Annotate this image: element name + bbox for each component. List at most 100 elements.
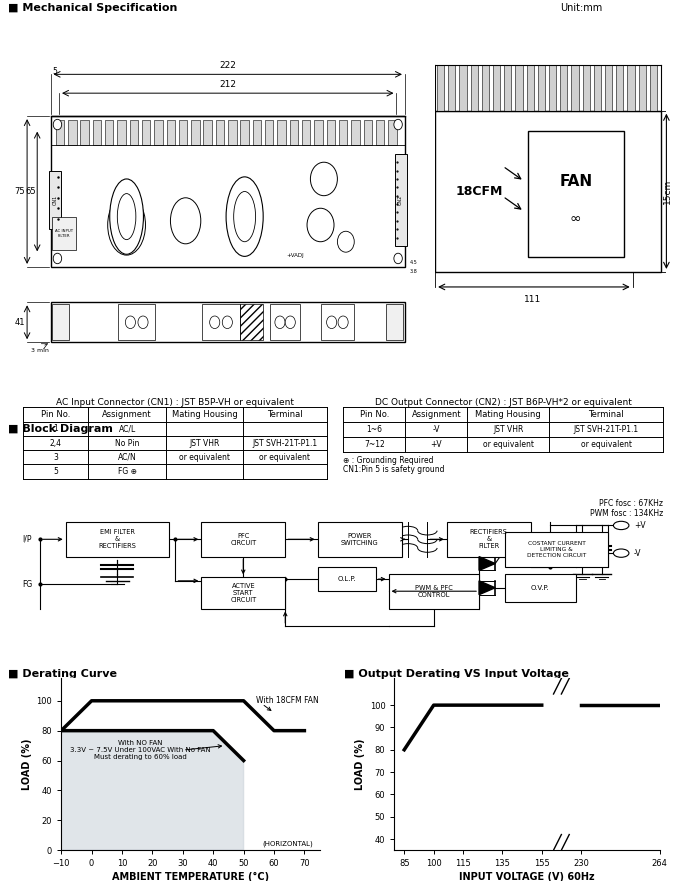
Text: ■ Output Derating VS Input Voltage: ■ Output Derating VS Input Voltage bbox=[344, 669, 569, 679]
Text: CN1:Pin 5 is safety ground: CN1:Pin 5 is safety ground bbox=[343, 465, 445, 474]
Bar bbox=[52, 305, 69, 340]
Bar bbox=[505, 532, 608, 567]
Bar bbox=[201, 577, 286, 609]
Bar bbox=[571, 65, 579, 111]
Bar bbox=[605, 65, 612, 111]
Text: 15cm: 15cm bbox=[663, 179, 672, 204]
Circle shape bbox=[53, 253, 62, 263]
Bar bbox=[482, 65, 489, 111]
Text: 111: 111 bbox=[524, 294, 542, 304]
Bar bbox=[515, 65, 522, 111]
Text: 5: 5 bbox=[52, 68, 57, 77]
Text: FG ⊕: FG ⊕ bbox=[118, 467, 137, 476]
Text: ■ Derating Curve: ■ Derating Curve bbox=[8, 669, 117, 679]
Ellipse shape bbox=[307, 208, 334, 241]
Circle shape bbox=[613, 549, 629, 558]
Text: PFC
CIRCUIT: PFC CIRCUIT bbox=[230, 533, 256, 546]
Ellipse shape bbox=[310, 162, 337, 196]
Text: ⊕ : Grounding Required: ⊕ : Grounding Required bbox=[343, 456, 434, 465]
Bar bbox=[191, 121, 200, 145]
Bar bbox=[448, 65, 456, 111]
Bar bbox=[538, 65, 545, 111]
Text: 7~12: 7~12 bbox=[364, 440, 385, 449]
Text: CN2: CN2 bbox=[398, 195, 403, 205]
Text: AC/N: AC/N bbox=[118, 453, 137, 462]
Y-axis label: LOAD (%): LOAD (%) bbox=[356, 738, 365, 790]
Text: 1~6: 1~6 bbox=[367, 425, 382, 433]
Text: EMI FILTER
&
RECTIFIERS: EMI FILTER & RECTIFIERS bbox=[99, 529, 136, 549]
Text: +V: +V bbox=[430, 440, 442, 449]
Circle shape bbox=[326, 316, 337, 329]
Bar bbox=[351, 121, 360, 145]
Ellipse shape bbox=[107, 195, 146, 255]
Bar bbox=[447, 522, 530, 557]
Bar bbox=[270, 305, 301, 340]
Text: ■ Block Diagram: ■ Block Diagram bbox=[8, 424, 113, 434]
Bar bbox=[583, 65, 590, 111]
Text: JST VHR: JST VHR bbox=[189, 439, 220, 448]
Ellipse shape bbox=[234, 191, 256, 241]
Bar bbox=[394, 154, 407, 246]
Text: Assignment: Assignment bbox=[102, 410, 152, 418]
Text: 5: 5 bbox=[54, 467, 58, 476]
Bar bbox=[56, 121, 64, 145]
Bar bbox=[364, 121, 372, 145]
Text: 222: 222 bbox=[220, 61, 236, 70]
Text: ACTIVE
START
CIRCUIT: ACTIVE START CIRCUIT bbox=[230, 583, 256, 603]
Text: FG: FG bbox=[22, 580, 33, 589]
Bar bbox=[460, 65, 466, 111]
Text: AC/L: AC/L bbox=[118, 425, 136, 433]
Text: With 18CFM FAN: With 18CFM FAN bbox=[256, 696, 318, 706]
Bar bbox=[504, 65, 511, 111]
Text: 41: 41 bbox=[15, 318, 25, 327]
Circle shape bbox=[275, 316, 285, 329]
Bar bbox=[560, 65, 567, 111]
Text: +V: +V bbox=[634, 521, 646, 530]
Bar bbox=[650, 65, 657, 111]
Text: Mating Housing: Mating Housing bbox=[475, 410, 541, 418]
Ellipse shape bbox=[171, 198, 201, 244]
Bar bbox=[339, 121, 347, 145]
Text: JST VHR: JST VHR bbox=[493, 425, 524, 433]
Bar bbox=[154, 121, 163, 145]
Ellipse shape bbox=[109, 179, 143, 255]
Text: 18CFM: 18CFM bbox=[456, 185, 503, 198]
Text: Assignment: Assignment bbox=[411, 410, 461, 418]
Bar bbox=[51, 302, 405, 342]
Bar bbox=[326, 121, 335, 145]
Bar bbox=[65, 522, 169, 557]
Text: PWM & PFC
CONTROL: PWM & PFC CONTROL bbox=[415, 585, 453, 597]
Text: Terminal: Terminal bbox=[588, 410, 624, 418]
Text: 3 min: 3 min bbox=[31, 349, 49, 353]
Ellipse shape bbox=[337, 232, 354, 252]
Text: 2,4: 2,4 bbox=[50, 439, 62, 448]
Text: COSTANT CURRENT
LIMITING &
DETECTION CIRCUIT: COSTANT CURRENT LIMITING & DETECTION CIR… bbox=[527, 542, 586, 558]
Text: POWER
SWITCHING: POWER SWITCHING bbox=[341, 533, 378, 546]
Text: CN1: CN1 bbox=[52, 195, 57, 205]
Bar bbox=[167, 121, 175, 145]
Circle shape bbox=[394, 119, 403, 130]
Text: ■ Mechanical Specification: ■ Mechanical Specification bbox=[8, 3, 177, 13]
Bar bbox=[203, 121, 212, 145]
Text: -V: -V bbox=[432, 425, 440, 433]
Polygon shape bbox=[479, 557, 495, 571]
X-axis label: AMBIENT TEMPERATURE (°C): AMBIENT TEMPERATURE (°C) bbox=[112, 872, 269, 881]
Circle shape bbox=[338, 316, 348, 329]
Bar bbox=[253, 121, 261, 145]
Text: or equivalent: or equivalent bbox=[260, 453, 311, 462]
Bar bbox=[203, 305, 239, 340]
Bar bbox=[52, 217, 76, 250]
Bar bbox=[118, 121, 126, 145]
Circle shape bbox=[53, 119, 62, 130]
Text: ∞: ∞ bbox=[570, 212, 581, 226]
Text: Unit:mm: Unit:mm bbox=[560, 3, 602, 13]
Polygon shape bbox=[61, 730, 243, 850]
Bar bbox=[314, 121, 323, 145]
Text: JST SVH-21T-P1.1: JST SVH-21T-P1.1 bbox=[252, 439, 318, 448]
Bar bbox=[201, 522, 286, 557]
Circle shape bbox=[209, 316, 220, 329]
Bar bbox=[92, 121, 101, 145]
Text: DC Output Connector (CN2) : JST B6P-VH*2 or equivalent: DC Output Connector (CN2) : JST B6P-VH*2… bbox=[375, 398, 632, 408]
Text: Pin No.: Pin No. bbox=[41, 410, 71, 418]
Text: 75: 75 bbox=[15, 187, 25, 196]
